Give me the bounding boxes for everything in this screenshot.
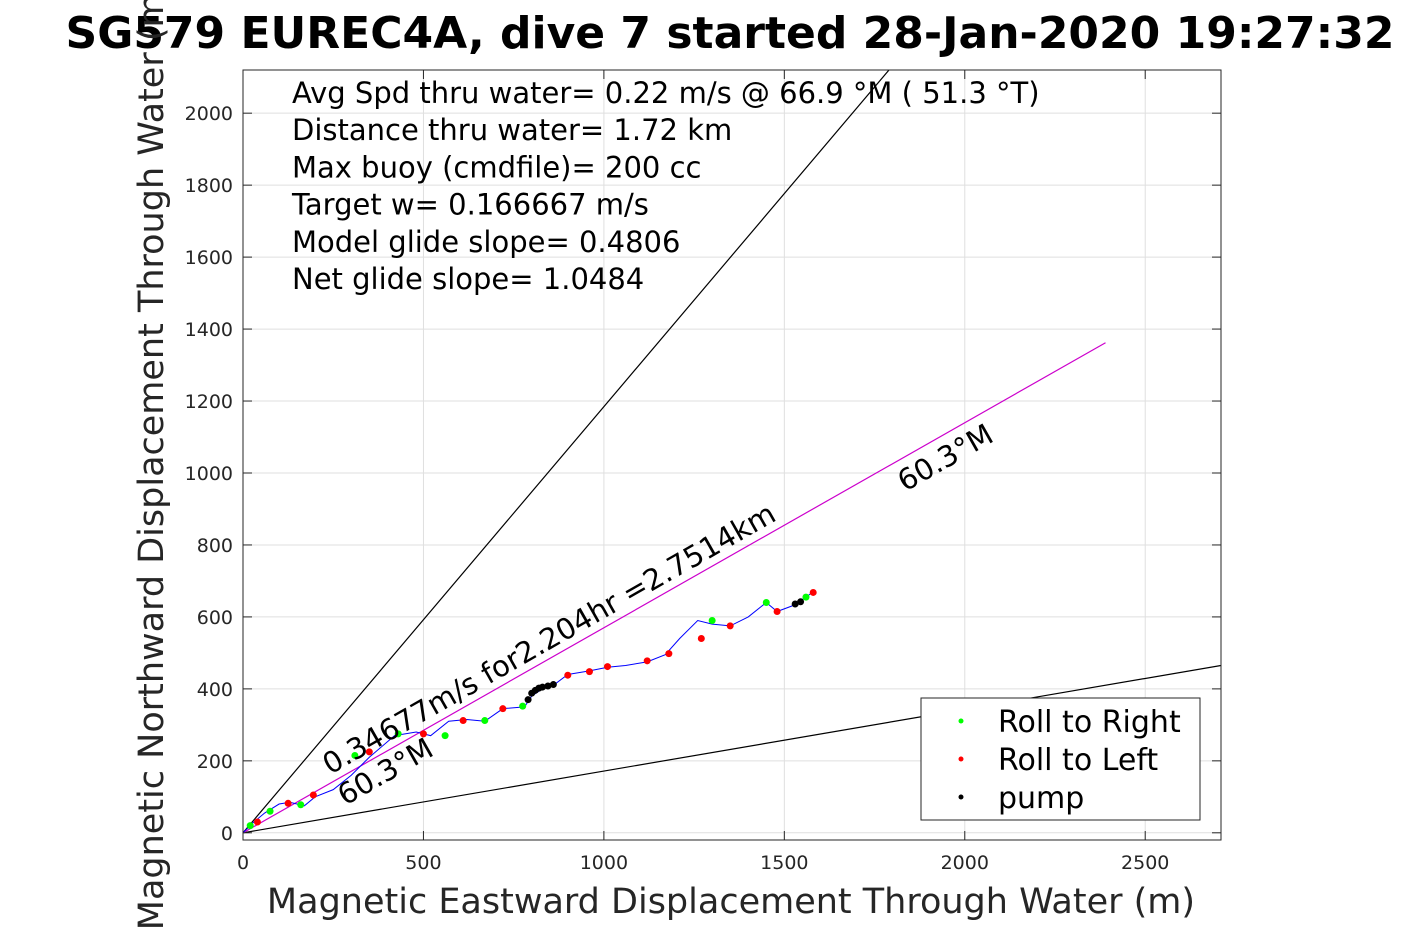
annotation-line: Avg Spd thru water= 0.22 m/s @ 66.9 °M (…: [292, 76, 1040, 110]
annotation-line: Target w= 0.166667 m/s: [291, 188, 649, 222]
y-tick-label: 1800: [185, 175, 233, 197]
data-point: [441, 732, 449, 740]
x-tick-label: 2000: [941, 852, 989, 874]
annotation-line: Model glide slope= 0.4806: [292, 225, 680, 259]
data-point: [266, 807, 274, 815]
y-tick-label: 1400: [185, 319, 233, 341]
y-axis-label: Magnetic Northward Displacement Through …: [132, 0, 172, 930]
data-point: [524, 696, 532, 704]
y-tick-label: 800: [197, 535, 233, 557]
annotations: Avg Spd thru water= 0.22 m/s @ 66.9 °M (…: [291, 76, 1040, 296]
rotated-labels: 0.34677m/s for2.204hr =2.7514km60.3°M60.…: [317, 417, 999, 812]
data-point: [585, 668, 593, 676]
legend-marker: [958, 794, 964, 800]
data-point: [797, 598, 805, 606]
data-point: [762, 599, 770, 607]
data-point: [643, 657, 651, 665]
y-tick-label: 1000: [185, 463, 233, 485]
annotation-line: Net glide slope= 1.0484: [292, 262, 644, 296]
y-tick-label: 1200: [185, 391, 233, 413]
y-tick-label: 400: [197, 679, 233, 701]
plot-frame: [242, 69, 1222, 841]
x-tick-label: 0: [237, 852, 249, 874]
y-tick-label: 1600: [185, 247, 233, 269]
data-point: [544, 682, 552, 690]
y-tick-label: 200: [197, 751, 233, 773]
chart-title: SG579 EUREC4A, dive 7 started 28-Jan-202…: [66, 8, 1395, 59]
data-point: [791, 600, 799, 608]
y-tick-label: 600: [197, 607, 233, 629]
data-point: [246, 822, 254, 830]
x-tick-label: 500: [405, 852, 441, 874]
data-point: [809, 588, 817, 596]
reference-lines: [243, 70, 1221, 834]
data-point: [539, 683, 547, 691]
reference-line: [243, 342, 1106, 834]
rotated-label: 0.34677m/s for2.204hr =2.7514km: [317, 496, 782, 781]
data-point: [284, 799, 292, 807]
legend-label: Roll to Right: [998, 705, 1181, 740]
x-tick-label: 1000: [580, 852, 628, 874]
legend-marker: [958, 756, 964, 762]
data-point: [726, 622, 734, 630]
data-point: [603, 663, 611, 671]
data-point: [253, 818, 261, 826]
y-tick-label: 0: [221, 823, 233, 845]
legend-marker: [958, 718, 964, 724]
data-point: [309, 791, 317, 799]
data-point: [708, 617, 716, 625]
data-point: [419, 730, 427, 738]
data-point: [351, 751, 359, 759]
data-point: [564, 671, 572, 679]
reference-line: [243, 664, 1221, 834]
axis-ticks: 0 500 1000 1500 2000 2500 0 200 400 600 800 1000 120…: [185, 70, 1221, 874]
annotation-line: Distance thru water= 1.72 km: [292, 113, 732, 147]
data-point: [499, 705, 507, 713]
rotated-label: 60.3°M: [892, 417, 999, 498]
x-tick-label: 2500: [1121, 852, 1169, 874]
data-point: [394, 730, 402, 738]
legend-box: [920, 697, 1201, 821]
data-point: [481, 717, 489, 725]
annotation-line: Max buoy (cmdfile)= 200 cc: [292, 150, 701, 184]
x-axis-label: Magnetic Eastward Displacement Through W…: [267, 882, 1195, 922]
data-point: [549, 681, 557, 689]
data-point: [459, 717, 467, 725]
data-point: [773, 608, 781, 616]
data-point: [697, 635, 705, 643]
data-point: [297, 801, 305, 809]
data-point: [802, 593, 810, 601]
data-point: [365, 748, 373, 756]
legend-label: Roll to Left: [998, 743, 1158, 778]
legend-label: pump: [998, 781, 1084, 816]
series-points: [246, 588, 817, 830]
y-tick-label: 2000: [185, 103, 233, 125]
reference-line: [243, 70, 890, 834]
data-point: [665, 650, 673, 658]
x-tick-label: 1500: [760, 852, 808, 874]
data-point: [519, 702, 527, 710]
grid: [242, 70, 1221, 840]
